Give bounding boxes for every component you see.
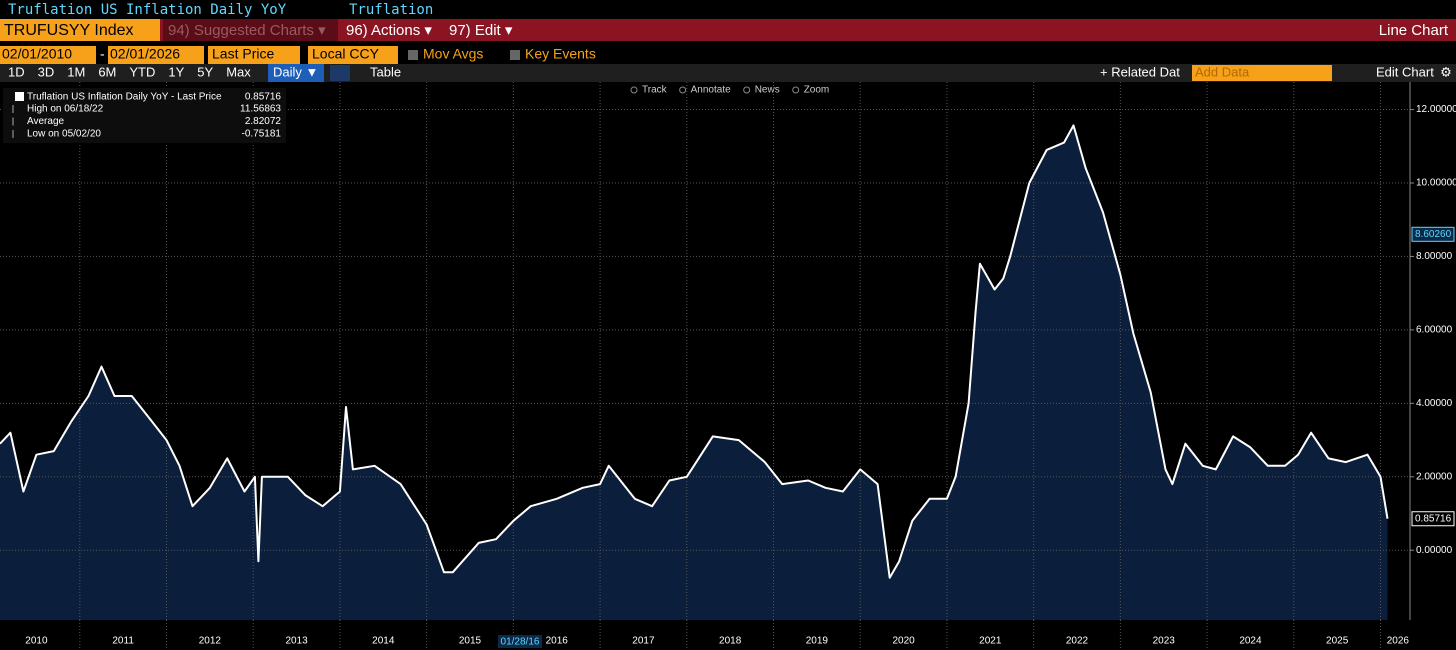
frequency-select[interactable] <box>268 64 324 82</box>
x-tick-label: 2013 <box>285 636 308 647</box>
x-tick-label: 2012 <box>199 636 222 647</box>
x-tick-label: 2019 <box>806 636 829 647</box>
date-input[interactable] <box>108 46 204 64</box>
stat-value: 11.56863 <box>240 104 281 115</box>
menu-bar <box>0 19 1456 41</box>
ticker-box[interactable] <box>0 19 160 41</box>
related-data[interactable]: + Related Dat <box>1100 64 1180 79</box>
chart-icon[interactable] <box>330 65 350 81</box>
x-tick-label: 2010 <box>25 636 48 647</box>
chart-tool[interactable]: Annotate <box>691 85 731 96</box>
x-tick-label: 2021 <box>979 636 1002 647</box>
range-button[interactable]: 1M <box>67 64 85 79</box>
date-marker-box <box>498 635 542 648</box>
chart-tool[interactable]: Zoom <box>804 85 830 96</box>
range-button[interactable]: YTD <box>129 64 155 79</box>
currency-select[interactable] <box>308 46 398 64</box>
range-button[interactable]: 1D <box>8 64 25 79</box>
currency[interactable]: Local CCY <box>312 46 380 62</box>
area <box>0 125 1388 621</box>
legend-box <box>3 88 286 143</box>
add-data[interactable]: Add Data <box>1195 64 1250 79</box>
x-tick-label: 2015 <box>459 636 482 647</box>
ticker: TRUFUSYY Index <box>4 22 134 39</box>
date-input[interactable] <box>0 46 96 64</box>
edit-chart[interactable]: Edit Chart <box>1376 64 1434 79</box>
x-tick-label: 2025 <box>1326 636 1349 647</box>
option[interactable]: Key Events <box>525 46 596 62</box>
legend-value: 0.85716 <box>245 92 282 103</box>
date-sep: - <box>100 46 105 62</box>
range-button[interactable]: 5Y <box>197 64 213 79</box>
chart-tool[interactable]: Track <box>642 85 668 96</box>
option[interactable]: Mov Avgs <box>423 46 483 62</box>
range-buttons: 1D 3D 1M 6M YTD 1Y 5Y Max <box>8 64 251 79</box>
field-select[interactable] <box>208 46 300 64</box>
end-date[interactable]: 02/01/2026 <box>110 46 180 62</box>
security-title: Truflation US Inflation Daily YoY <box>8 2 287 18</box>
range-bar <box>0 64 1456 82</box>
x-tick-label: 2017 <box>632 636 655 647</box>
x-tick-label: 2011 <box>112 636 134 647</box>
y-tick-label: 4.00000 <box>1416 398 1453 409</box>
field[interactable]: Last Price <box>212 46 274 62</box>
axis-marker <box>1411 226 1455 242</box>
y-tick-label: 2.00000 <box>1416 471 1453 482</box>
stat-label: High on 06/18/22 <box>27 104 104 115</box>
checkbox[interactable] <box>510 50 520 60</box>
tool-icon <box>792 86 800 94</box>
tool-icon <box>630 86 638 94</box>
frequency[interactable]: Daily ▼ <box>273 64 318 79</box>
range-button[interactable]: Max <box>226 64 251 79</box>
legend-entry: Truflation US Inflation Daily YoY - Last… <box>27 92 222 103</box>
legend-swatch <box>15 92 24 101</box>
menu-button[interactable] <box>163 19 338 41</box>
stat-label: Low on 05/02/20 <box>27 129 101 140</box>
add-data-input[interactable] <box>1192 65 1332 81</box>
y-tick-label: 8.00000 <box>1416 251 1453 262</box>
stat-value: -0.75181 <box>242 129 282 140</box>
checkbox[interactable] <box>408 50 418 60</box>
range-button[interactable]: 6M <box>98 64 116 79</box>
range-button[interactable]: 3D <box>38 64 55 79</box>
settings-icon[interactable]: ⚙ <box>1440 64 1452 79</box>
y-tick-label: 12.00000 <box>1416 104 1456 115</box>
start-date[interactable]: 02/01/2010 <box>2 46 72 62</box>
x-tick-label: 2024 <box>1239 636 1262 647</box>
x-tick-label: 2014 <box>372 636 395 647</box>
x-tick-label: 2020 <box>892 636 915 647</box>
x-tick-label: 2026 <box>1387 636 1410 647</box>
x-tick-label: 2016 <box>546 636 569 647</box>
table-button[interactable]: Table <box>370 64 401 79</box>
date-marker: 01/28/16 <box>501 637 540 648</box>
source: Truflation <box>349 2 433 18</box>
axis-marker-label: 8.60260 <box>1415 229 1452 240</box>
y-tick-label: 10.00000 <box>1416 178 1456 189</box>
x-axis-band <box>0 620 1410 650</box>
y-tick-label: 6.00000 <box>1416 325 1453 336</box>
menu-item[interactable]: 94) Suggested Charts ▾ <box>168 22 326 39</box>
stat-value: 2.82072 <box>245 116 282 127</box>
axis-marker-label: 0.85716 <box>1415 513 1452 524</box>
x-tick-label: 2022 <box>1066 636 1089 647</box>
range-button[interactable]: 1Y <box>168 64 184 79</box>
stat-label: Average <box>27 116 65 127</box>
chart-tool[interactable]: News <box>755 85 780 96</box>
x-tick-label: 2023 <box>1153 636 1176 647</box>
y-tick-label: 0.00000 <box>1416 545 1453 556</box>
line <box>0 124 1389 579</box>
menu-item[interactable]: 96) Actions ▾ <box>346 22 432 39</box>
x-tick-label: 2018 <box>719 636 742 647</box>
chart-kind: Line Chart <box>1379 22 1449 39</box>
plot: Track Annotate News Zoom 0.00000 2.00000 4.000… <box>0 82 1456 650</box>
tool-icon <box>743 86 751 94</box>
menu-item[interactable]: 97) Edit ▾ <box>449 22 513 39</box>
tool-icon <box>679 86 687 94</box>
axis-marker <box>1411 511 1455 527</box>
